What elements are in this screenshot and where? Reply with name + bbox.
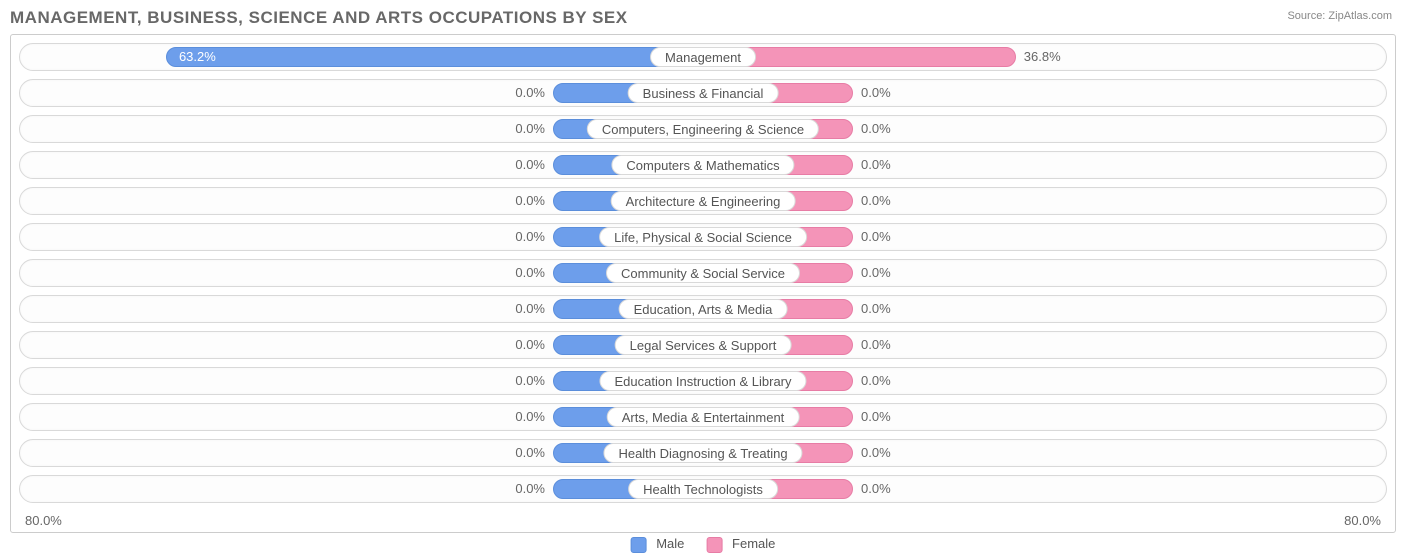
male-value: 0.0%	[515, 481, 545, 496]
female-value: 0.0%	[861, 265, 891, 280]
x-axis: 80.0% Male Female 80.0%	[19, 511, 1387, 528]
female-value: 36.8%	[1024, 49, 1061, 64]
chart-row: 0.0% 0.0% Education, Arts & Media	[19, 295, 1387, 323]
source-attribution: Source: ZipAtlas.com	[1287, 10, 1392, 22]
female-value: 0.0%	[861, 481, 891, 496]
female-value: 0.0%	[861, 193, 891, 208]
female-value: 0.0%	[861, 409, 891, 424]
category-label: Management	[650, 47, 756, 67]
legend-female-label: Female	[732, 536, 775, 551]
chart-row: 0.0% 0.0% Health Diagnosing & Treating	[19, 439, 1387, 467]
female-value: 0.0%	[861, 85, 891, 100]
chart-row: 63.2% 36.8% Management	[19, 43, 1387, 71]
category-label: Community & Social Service	[606, 263, 800, 283]
female-value: 0.0%	[861, 445, 891, 460]
category-label: Education Instruction & Library	[599, 371, 806, 391]
chart-row: 0.0% 0.0% Life, Physical & Social Science	[19, 223, 1387, 251]
male-value: 0.0%	[515, 373, 545, 388]
chart-row: 0.0% 0.0% Arts, Media & Entertainment	[19, 403, 1387, 431]
male-value: 0.0%	[515, 193, 545, 208]
male-bar	[166, 47, 703, 67]
chart-area: 63.2% 36.8% Management 0.0% 0.0% Business & F…	[10, 34, 1396, 533]
category-label: Health Technologists	[628, 479, 778, 499]
male-value: 0.0%	[515, 301, 545, 316]
legend-male: Male	[631, 536, 685, 553]
chart-container: MANAGEMENT, BUSINESS, SCIENCE AND ARTS O…	[0, 0, 1406, 559]
chart-row: 0.0% 0.0% Education Instruction & Library	[19, 367, 1387, 395]
chart-row: 0.0% 0.0% Computers, Engineering & Science	[19, 115, 1387, 143]
category-label: Life, Physical & Social Science	[599, 227, 807, 247]
chart-row: 0.0% 0.0% Architecture & Engineering	[19, 187, 1387, 215]
category-label: Arts, Media & Entertainment	[607, 407, 800, 427]
female-swatch-icon	[706, 537, 722, 553]
male-value: 0.0%	[515, 337, 545, 352]
male-value: 0.0%	[515, 229, 545, 244]
category-label: Computers & Mathematics	[611, 155, 794, 175]
male-value: 0.0%	[515, 85, 545, 100]
axis-right-label: 80.0%	[1344, 513, 1381, 528]
category-label: Computers, Engineering & Science	[587, 119, 819, 139]
chart-title: MANAGEMENT, BUSINESS, SCIENCE AND ARTS O…	[10, 8, 1396, 28]
female-value: 0.0%	[861, 157, 891, 172]
male-value: 0.0%	[515, 157, 545, 172]
chart-rows: 63.2% 36.8% Management 0.0% 0.0% Business & F…	[19, 43, 1387, 503]
female-value: 0.0%	[861, 337, 891, 352]
legend-male-label: Male	[656, 536, 684, 551]
legend: Male Female	[631, 536, 776, 553]
axis-left-label: 80.0%	[25, 513, 62, 528]
male-value: 0.0%	[515, 445, 545, 460]
chart-row: 0.0% 0.0% Health Technologists	[19, 475, 1387, 503]
category-label: Legal Services & Support	[615, 335, 792, 355]
chart-row: 0.0% 0.0% Legal Services & Support	[19, 331, 1387, 359]
chart-row: 0.0% 0.0% Business & Financial	[19, 79, 1387, 107]
male-value: 0.0%	[515, 265, 545, 280]
category-label: Architecture & Engineering	[611, 191, 796, 211]
male-value: 0.0%	[515, 409, 545, 424]
category-label: Health Diagnosing & Treating	[603, 443, 802, 463]
male-value: 63.2%	[179, 49, 216, 64]
chart-row: 0.0% 0.0% Computers & Mathematics	[19, 151, 1387, 179]
female-value: 0.0%	[861, 373, 891, 388]
male-swatch-icon	[631, 537, 647, 553]
female-value: 0.0%	[861, 121, 891, 136]
legend-female: Female	[706, 536, 775, 553]
category-label: Business & Financial	[628, 83, 779, 103]
category-label: Education, Arts & Media	[619, 299, 788, 319]
female-value: 0.0%	[861, 301, 891, 316]
male-value: 0.0%	[515, 121, 545, 136]
female-value: 0.0%	[861, 229, 891, 244]
chart-row: 0.0% 0.0% Community & Social Service	[19, 259, 1387, 287]
